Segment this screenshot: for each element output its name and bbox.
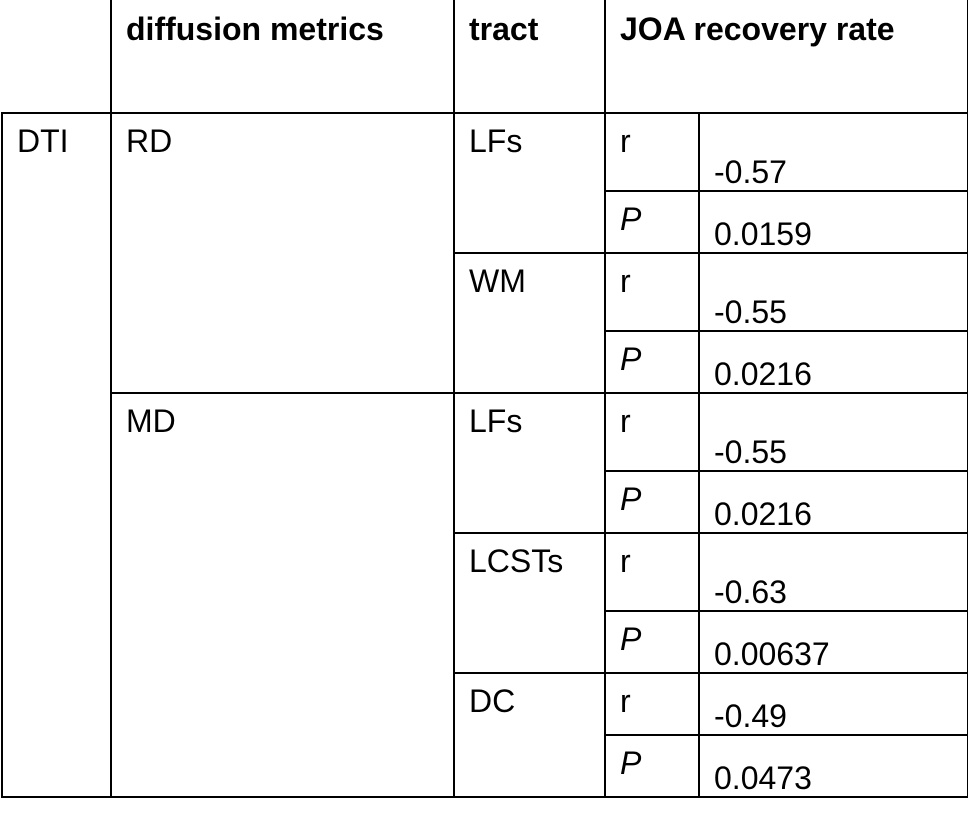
table-row: P 0.0216 bbox=[2, 470, 968, 534]
stat-label: r bbox=[604, 532, 700, 612]
header-row: diffusion metrics tract JOA recovery rat… bbox=[1, 0, 968, 114]
stat-value: -0.49 bbox=[698, 672, 968, 736]
header-cell: tract bbox=[453, 0, 606, 114]
stat-value: -0.63 bbox=[698, 532, 968, 612]
table-row: MD LFs r -0.55 bbox=[2, 392, 968, 798]
table-row: P 0.0159 bbox=[2, 190, 968, 254]
results-table: diffusion metrics tract JOA recovery rat… bbox=[1, 0, 968, 798]
stat-value: -0.57 bbox=[698, 112, 968, 192]
header-cell: JOA recovery rate bbox=[604, 0, 968, 114]
tract-cell: LFs bbox=[453, 392, 606, 534]
table-row: LCSTs r -0.63 bbox=[2, 532, 968, 674]
table-row: P 0.0216 bbox=[2, 330, 968, 394]
stat-value: -0.55 bbox=[698, 392, 968, 472]
tract-cell: DC bbox=[453, 672, 606, 798]
metric-cell: MD bbox=[110, 392, 455, 798]
tract-cell: LCSTs bbox=[453, 532, 606, 674]
table-row: P 0.00637 bbox=[2, 610, 968, 674]
stat-value: 0.0473 bbox=[698, 734, 968, 798]
tract-cell: LFs bbox=[453, 112, 606, 254]
stat-value: 0.0159 bbox=[698, 190, 968, 254]
table-row: DC r -0.49 bbox=[2, 672, 968, 798]
header-cell bbox=[1, 0, 112, 114]
stat-label: P bbox=[604, 190, 700, 254]
stat-label: r bbox=[604, 392, 700, 472]
table-row: P 0.0473 bbox=[2, 734, 968, 798]
stat-value: 0.00637 bbox=[698, 610, 968, 674]
table-row: WM r -0.55 bbox=[2, 252, 968, 394]
stat-value: 0.0216 bbox=[698, 330, 968, 394]
table-body: DTI RD LFs r -0.57 P 0.0159 WM r -0.55 P 0.0216 MD LF… bbox=[1, 112, 968, 798]
stat-label: P bbox=[604, 330, 700, 394]
stat-label: r bbox=[604, 672, 700, 736]
stat-label: r bbox=[604, 252, 700, 332]
table-row: DTI RD LFs r -0.57 bbox=[1, 112, 968, 798]
tract-cell: WM bbox=[453, 252, 606, 394]
stat-label: P bbox=[604, 610, 700, 674]
page: diffusion metrics tract JOA recovery rat… bbox=[1, 0, 968, 798]
stat-label: P bbox=[604, 470, 700, 534]
stat-value: -0.55 bbox=[698, 252, 968, 332]
metric-cell: RD bbox=[110, 112, 455, 394]
stat-label: r bbox=[604, 112, 700, 192]
group-cell: DTI bbox=[1, 112, 112, 798]
stat-value: 0.0216 bbox=[698, 470, 968, 534]
header-cell: diffusion metrics bbox=[110, 0, 455, 114]
stat-label: P bbox=[604, 734, 700, 798]
